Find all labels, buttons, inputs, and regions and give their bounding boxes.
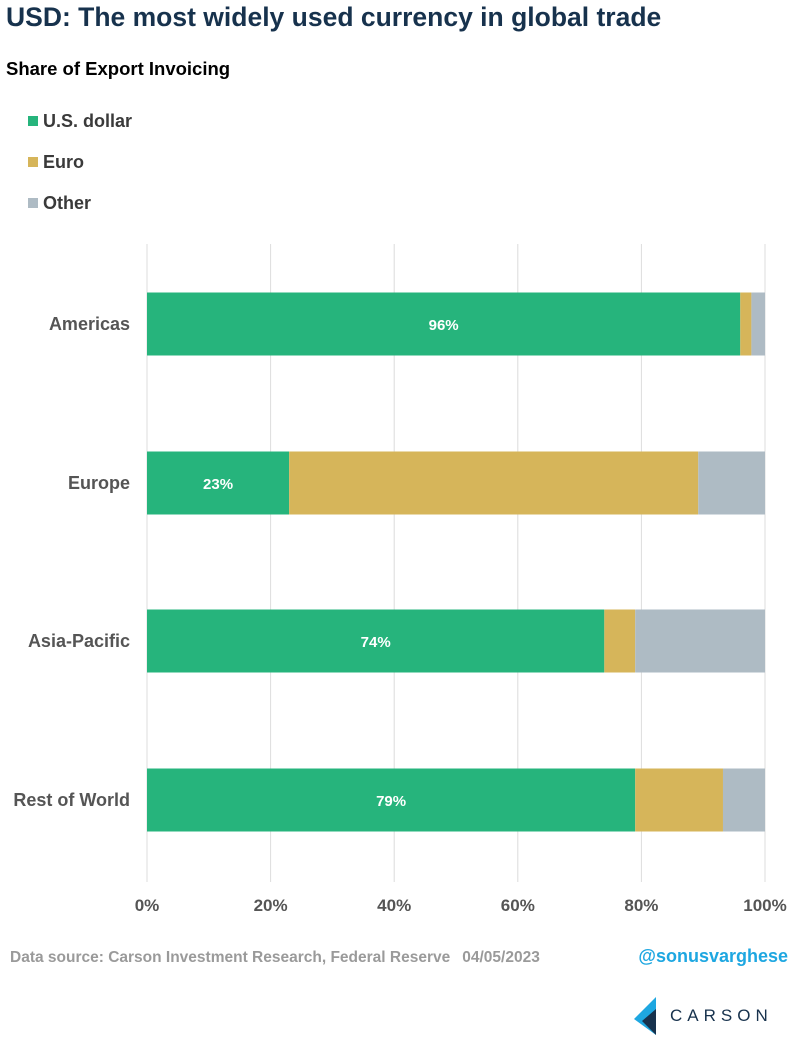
labels: 0% 20% 40% 60% 80% 100% Americas 96% Europe 23% As… bbox=[13, 314, 786, 915]
legend-label-usd: U.S. dollar bbox=[43, 110, 133, 131]
carson-logo-icon bbox=[634, 997, 656, 1035]
data-label-asia-pacific: 74% bbox=[361, 634, 391, 651]
bar-rest-of-world-euro bbox=[635, 768, 723, 832]
category-label-europe: Europe bbox=[68, 473, 130, 493]
carson-logo-text: CARSON bbox=[670, 1006, 773, 1025]
legend-item-usd: U.S. dollar bbox=[28, 110, 132, 132]
chart-subtitle: Share of Export Invoicing bbox=[6, 58, 231, 79]
x-tick-label-100: 100% bbox=[743, 896, 786, 915]
legend-item-euro: Euro bbox=[28, 151, 84, 173]
bar-asia-pacific-u-s-dollar bbox=[147, 609, 605, 673]
x-tick-label-20: 20% bbox=[254, 896, 288, 915]
bar-americas-u-s-dollar bbox=[147, 292, 741, 356]
x-tick-label-80: 80% bbox=[624, 896, 658, 915]
data-source-note: Data source: Carson Investment Research,… bbox=[10, 949, 540, 967]
data-label-americas: 96% bbox=[429, 317, 459, 334]
category-label-rest-of-world: Rest of World bbox=[13, 790, 130, 810]
legend-label-other: Other bbox=[43, 192, 92, 213]
x-tick-label-0: 0% bbox=[135, 896, 160, 915]
bar-asia-pacific-other bbox=[635, 609, 765, 673]
category-label-americas: Americas bbox=[49, 314, 130, 334]
carson-logo: CARSON bbox=[634, 997, 773, 1035]
data-label-rest-of-world: 79% bbox=[376, 793, 406, 810]
chart-title: USD: The most widely used currency in gl… bbox=[6, 2, 662, 32]
bar-asia-pacific-euro bbox=[604, 609, 636, 673]
category-label-asia-pacific: Asia-Pacific bbox=[28, 631, 130, 651]
legend-swatch-other bbox=[28, 198, 38, 208]
twitter-handle[interactable]: @sonusvarghese bbox=[638, 946, 788, 966]
bar-europe-other bbox=[698, 451, 765, 515]
data-label-europe: 23% bbox=[203, 476, 233, 493]
bar-europe-u-s-dollar bbox=[147, 451, 290, 515]
x-tick-label-60: 60% bbox=[501, 896, 535, 915]
bar-americas-other bbox=[751, 292, 765, 356]
stacked-bar-chart: 0% 20% 40% 60% 80% 100% Americas 96% Europe 23% As… bbox=[13, 244, 787, 915]
legend-swatch-usd bbox=[28, 116, 38, 126]
legend-swatch-euro bbox=[28, 157, 38, 167]
bar-rest-of-world-other bbox=[722, 768, 765, 832]
bar-europe-euro bbox=[289, 451, 699, 515]
bars bbox=[147, 292, 765, 832]
data-source-text: Data source: Carson Investment Research,… bbox=[10, 949, 451, 966]
x-tick-label-40: 40% bbox=[377, 896, 411, 915]
bar-americas-euro bbox=[740, 292, 752, 356]
legend-label-euro: Euro bbox=[43, 151, 85, 172]
legend-item-other: Other bbox=[28, 192, 91, 214]
bar-rest-of-world-u-s-dollar bbox=[147, 768, 636, 832]
data-source-date: 04/05/2023 bbox=[462, 949, 540, 966]
